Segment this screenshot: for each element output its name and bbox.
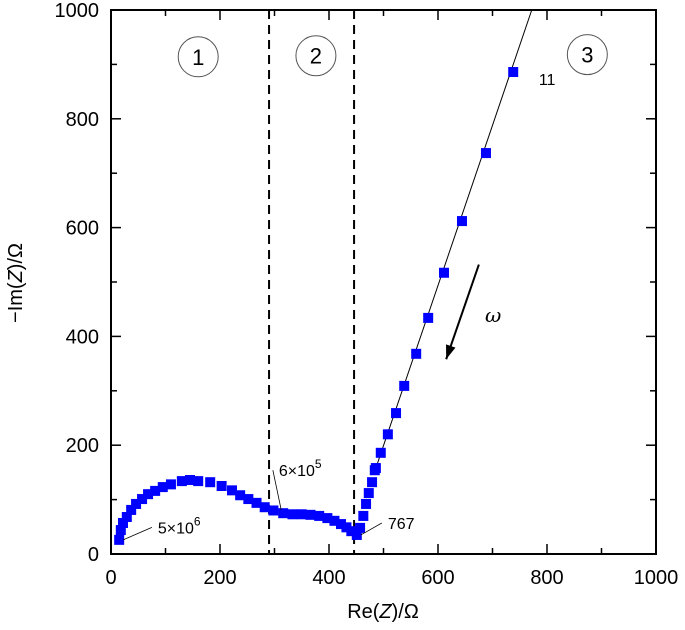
annotation-text: 5×106 — [158, 514, 201, 537]
data-point — [176, 476, 187, 487]
data-point — [235, 490, 246, 501]
y-tick-label: 200 — [66, 435, 99, 457]
data-point — [216, 481, 227, 491]
fit-line — [375, 9, 533, 469]
annotation-leader — [123, 526, 153, 541]
data-point — [351, 529, 362, 540]
region-circle — [566, 34, 608, 76]
data-point — [150, 485, 161, 496]
data-point — [268, 505, 279, 516]
annotation-leader — [360, 522, 383, 536]
region-label-2: 2 — [295, 35, 337, 77]
data-point — [226, 485, 237, 496]
data-point — [363, 488, 374, 499]
data-point — [114, 534, 125, 545]
data-point — [361, 498, 372, 509]
omega-label: ω — [485, 303, 501, 327]
x-tick-label: 800 — [530, 567, 563, 589]
y-axis-title: −Im(Z)/Ω — [5, 243, 27, 323]
data-point — [259, 502, 270, 513]
data-point — [157, 482, 168, 493]
region-number: 2 — [310, 44, 322, 69]
data-point — [115, 525, 126, 536]
data-point — [358, 510, 369, 521]
data-point — [346, 526, 357, 537]
data-point — [382, 429, 393, 440]
data-point — [314, 510, 325, 521]
data-point — [335, 519, 346, 530]
annotation-text: 767 — [388, 516, 415, 533]
region-circle — [177, 36, 219, 78]
data-point — [278, 508, 289, 519]
y-tick-label: 400 — [66, 326, 99, 348]
annotation-text: 6×105 — [279, 457, 322, 480]
plot-frame — [110, 9, 657, 555]
data-point — [438, 267, 449, 278]
data-point — [355, 522, 366, 533]
data-point — [185, 475, 196, 486]
region-dividers — [268, 10, 356, 554]
data-point — [193, 476, 204, 487]
data-point — [143, 489, 154, 500]
data-point — [367, 477, 378, 488]
annotation: 767 — [360, 516, 415, 536]
data-point — [287, 509, 298, 520]
annotation: 6×105 — [272, 457, 322, 511]
data-point — [251, 497, 262, 508]
data-point — [508, 67, 519, 78]
x-tick-label: 600 — [421, 567, 454, 589]
x-axis-title: Re(Z)/Ω — [347, 601, 419, 623]
x-tick-label: 0 — [105, 567, 116, 589]
data-point — [370, 463, 381, 474]
data-point — [399, 380, 410, 391]
y-tick-label: 800 — [66, 109, 99, 131]
x-tick-label: 400 — [312, 567, 345, 589]
region-circle — [295, 35, 337, 77]
data-point — [329, 515, 340, 526]
data-point — [305, 509, 316, 520]
region-label-1: 1 — [177, 36, 219, 78]
axis-ticks — [111, 10, 656, 554]
region-number: 3 — [581, 43, 593, 68]
data-point — [243, 494, 254, 505]
fit-line-segment — [375, 9, 533, 469]
plot-border — [110, 9, 657, 555]
data-point — [411, 348, 422, 359]
data-point — [121, 512, 132, 523]
frequency-arrow: ω — [445, 264, 501, 360]
data-point — [126, 504, 137, 515]
frequency-annotations: 5×106 6×105 767 11 — [123, 72, 556, 541]
data-point — [205, 477, 216, 488]
annotation: 11 — [539, 72, 556, 89]
arrow-shaft — [445, 264, 480, 360]
y-tick-label: 0 — [88, 544, 99, 566]
data-point — [456, 216, 467, 227]
annotation-text: 11 — [539, 72, 556, 89]
data-point — [131, 498, 142, 509]
y-tick-label: 1000 — [55, 0, 100, 22]
data-point — [137, 494, 148, 505]
region-label-3: 3 — [566, 34, 608, 76]
data-point — [375, 447, 386, 458]
data-point — [423, 312, 434, 323]
data-point — [480, 148, 491, 159]
data-point — [165, 479, 176, 490]
y-tick-label: 600 — [66, 218, 99, 240]
region-number: 1 — [192, 45, 204, 70]
axis-tick-labels: 0 200 400 600 800 1000 0 200 400 600 800 1000 — [55, 0, 679, 589]
data-point — [391, 408, 402, 419]
data-point — [296, 509, 307, 520]
arrow-head — [446, 344, 456, 360]
annotation-leader — [272, 470, 282, 511]
data-point — [117, 517, 128, 528]
region-labels: 1 2 3 — [177, 34, 608, 78]
annotation: 5×106 — [123, 514, 201, 541]
x-tick-label: 1000 — [634, 567, 679, 589]
data-point — [322, 513, 333, 524]
data-markers — [114, 67, 519, 545]
x-tick-label: 200 — [203, 567, 236, 589]
